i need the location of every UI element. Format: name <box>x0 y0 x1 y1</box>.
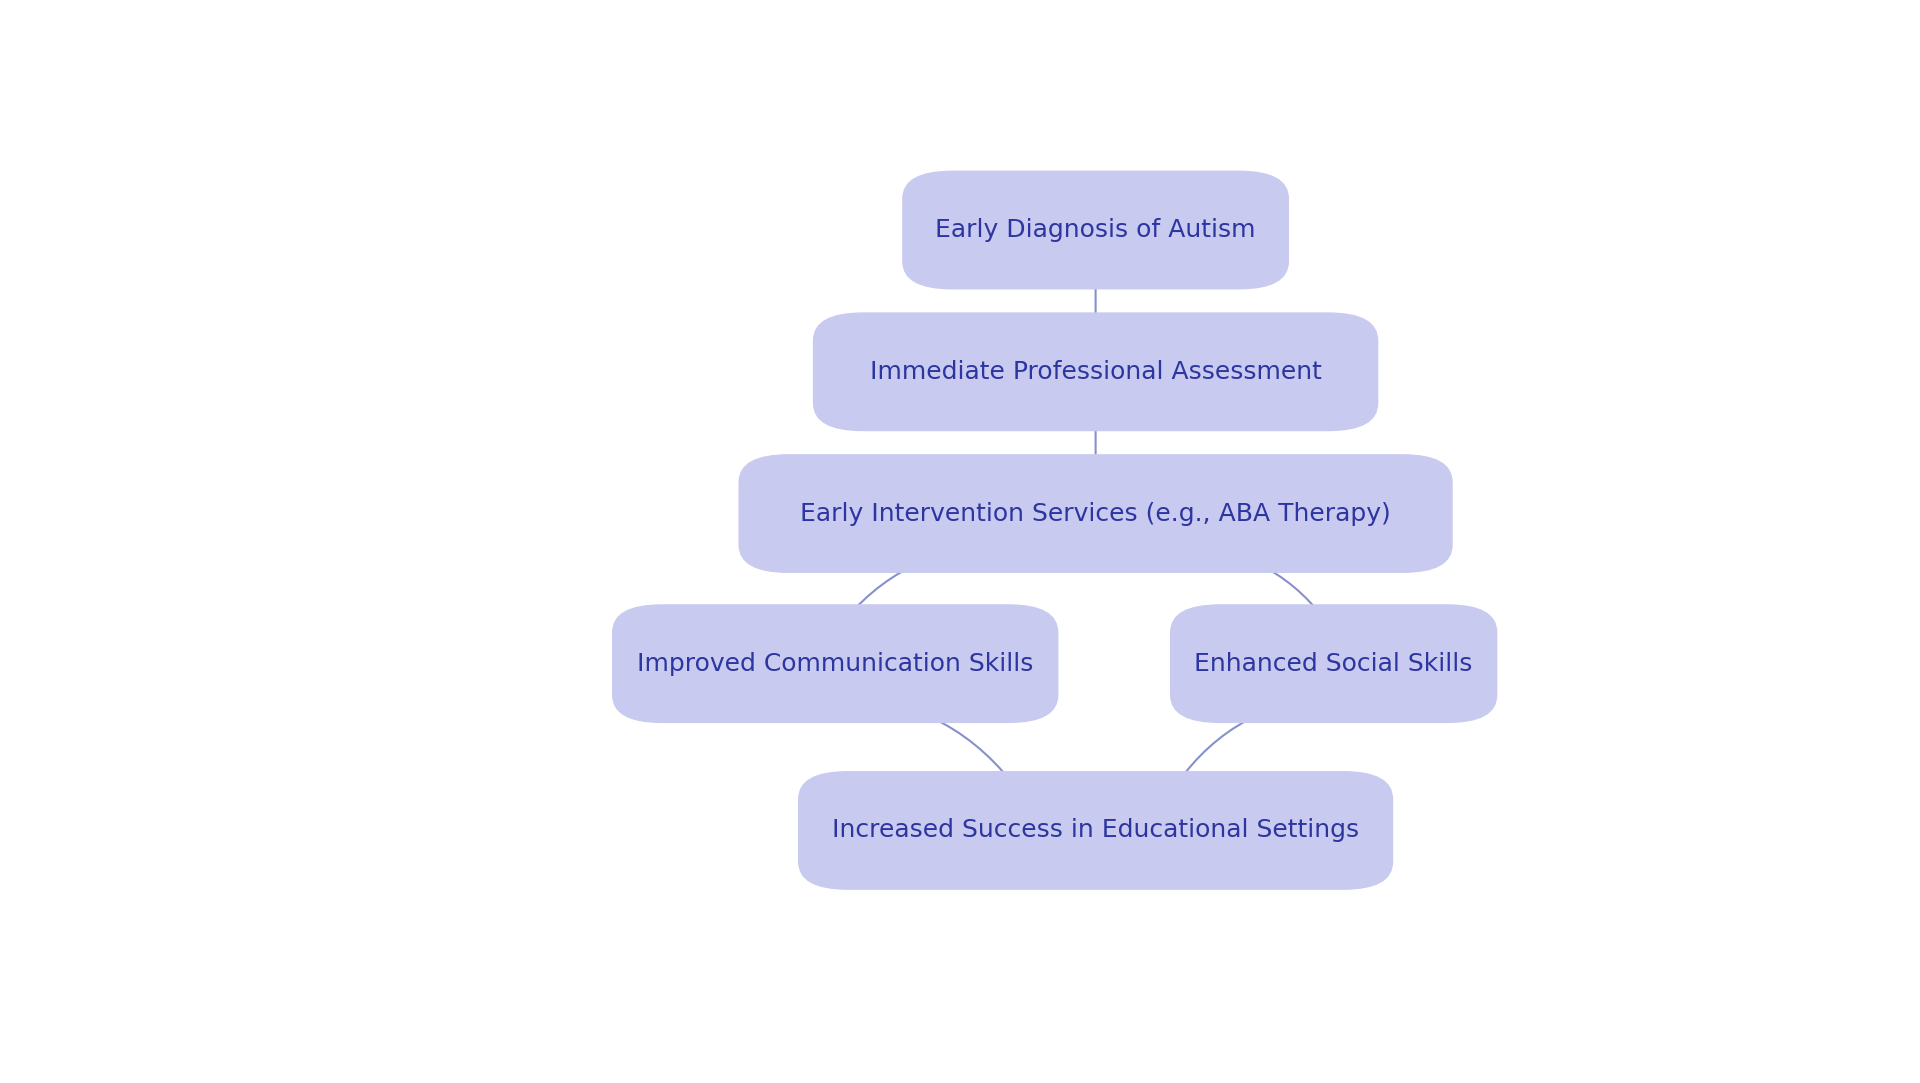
Text: Increased Success in Educational Settings: Increased Success in Educational Setting… <box>831 819 1359 843</box>
FancyBboxPatch shape <box>739 454 1453 573</box>
FancyBboxPatch shape <box>1169 604 1498 723</box>
Text: Immediate Professional Assessment: Immediate Professional Assessment <box>870 360 1321 383</box>
FancyBboxPatch shape <box>612 604 1058 723</box>
FancyBboxPatch shape <box>902 171 1288 289</box>
FancyBboxPatch shape <box>799 771 1394 890</box>
Text: Early Intervention Services (e.g., ABA Therapy): Early Intervention Services (e.g., ABA T… <box>801 501 1390 525</box>
Text: Improved Communication Skills: Improved Communication Skills <box>637 652 1033 676</box>
Text: Early Diagnosis of Autism: Early Diagnosis of Autism <box>935 218 1256 242</box>
FancyBboxPatch shape <box>812 312 1379 431</box>
Text: Enhanced Social Skills: Enhanced Social Skills <box>1194 652 1473 676</box>
